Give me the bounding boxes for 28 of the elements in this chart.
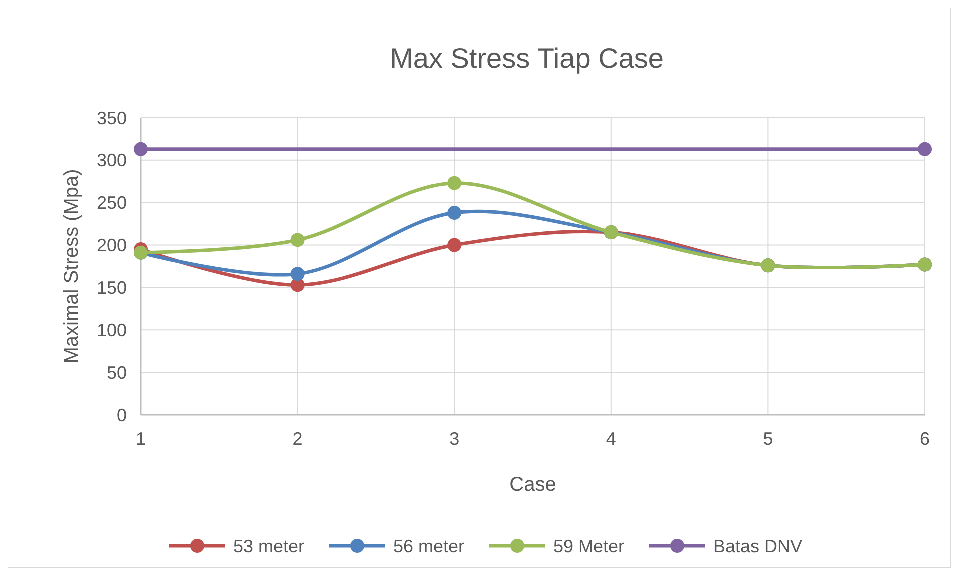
y-tick-label: 250 (96, 193, 127, 214)
y-tick-label: 300 (96, 150, 127, 171)
point (448, 238, 462, 252)
y-tick-label: 0 (116, 405, 127, 426)
legend-label: 56 meter (394, 536, 465, 556)
legend-label: 59 Meter (554, 536, 625, 556)
x-tick-label: 4 (606, 429, 616, 449)
x-tick-label: 3 (450, 429, 460, 449)
y-axis-title: Maximal Stress (Mpa) (61, 169, 83, 364)
point (918, 142, 932, 156)
y-tick-label: 350 (96, 108, 127, 128)
point (290, 233, 305, 248)
point (134, 142, 148, 156)
point (448, 206, 462, 220)
x-axis-title: Case (510, 474, 556, 496)
x-tick-label: 2 (292, 429, 303, 449)
x-tick-label: 6 (920, 429, 930, 449)
y-tick-label: 50 (106, 362, 127, 383)
x-tick-label: 1 (136, 429, 146, 449)
y-tick-label: 150 (96, 278, 127, 298)
chart-title: Max Stress Tiap Case (390, 43, 664, 74)
point (290, 267, 305, 282)
x-tick-label: 5 (763, 429, 774, 449)
point (448, 176, 462, 190)
y-tick-label: 100 (96, 320, 127, 340)
legend-label: 53 meter (234, 536, 305, 556)
y-tick-label: 200 (96, 236, 127, 256)
legend-label: Batas DNV (714, 536, 803, 556)
